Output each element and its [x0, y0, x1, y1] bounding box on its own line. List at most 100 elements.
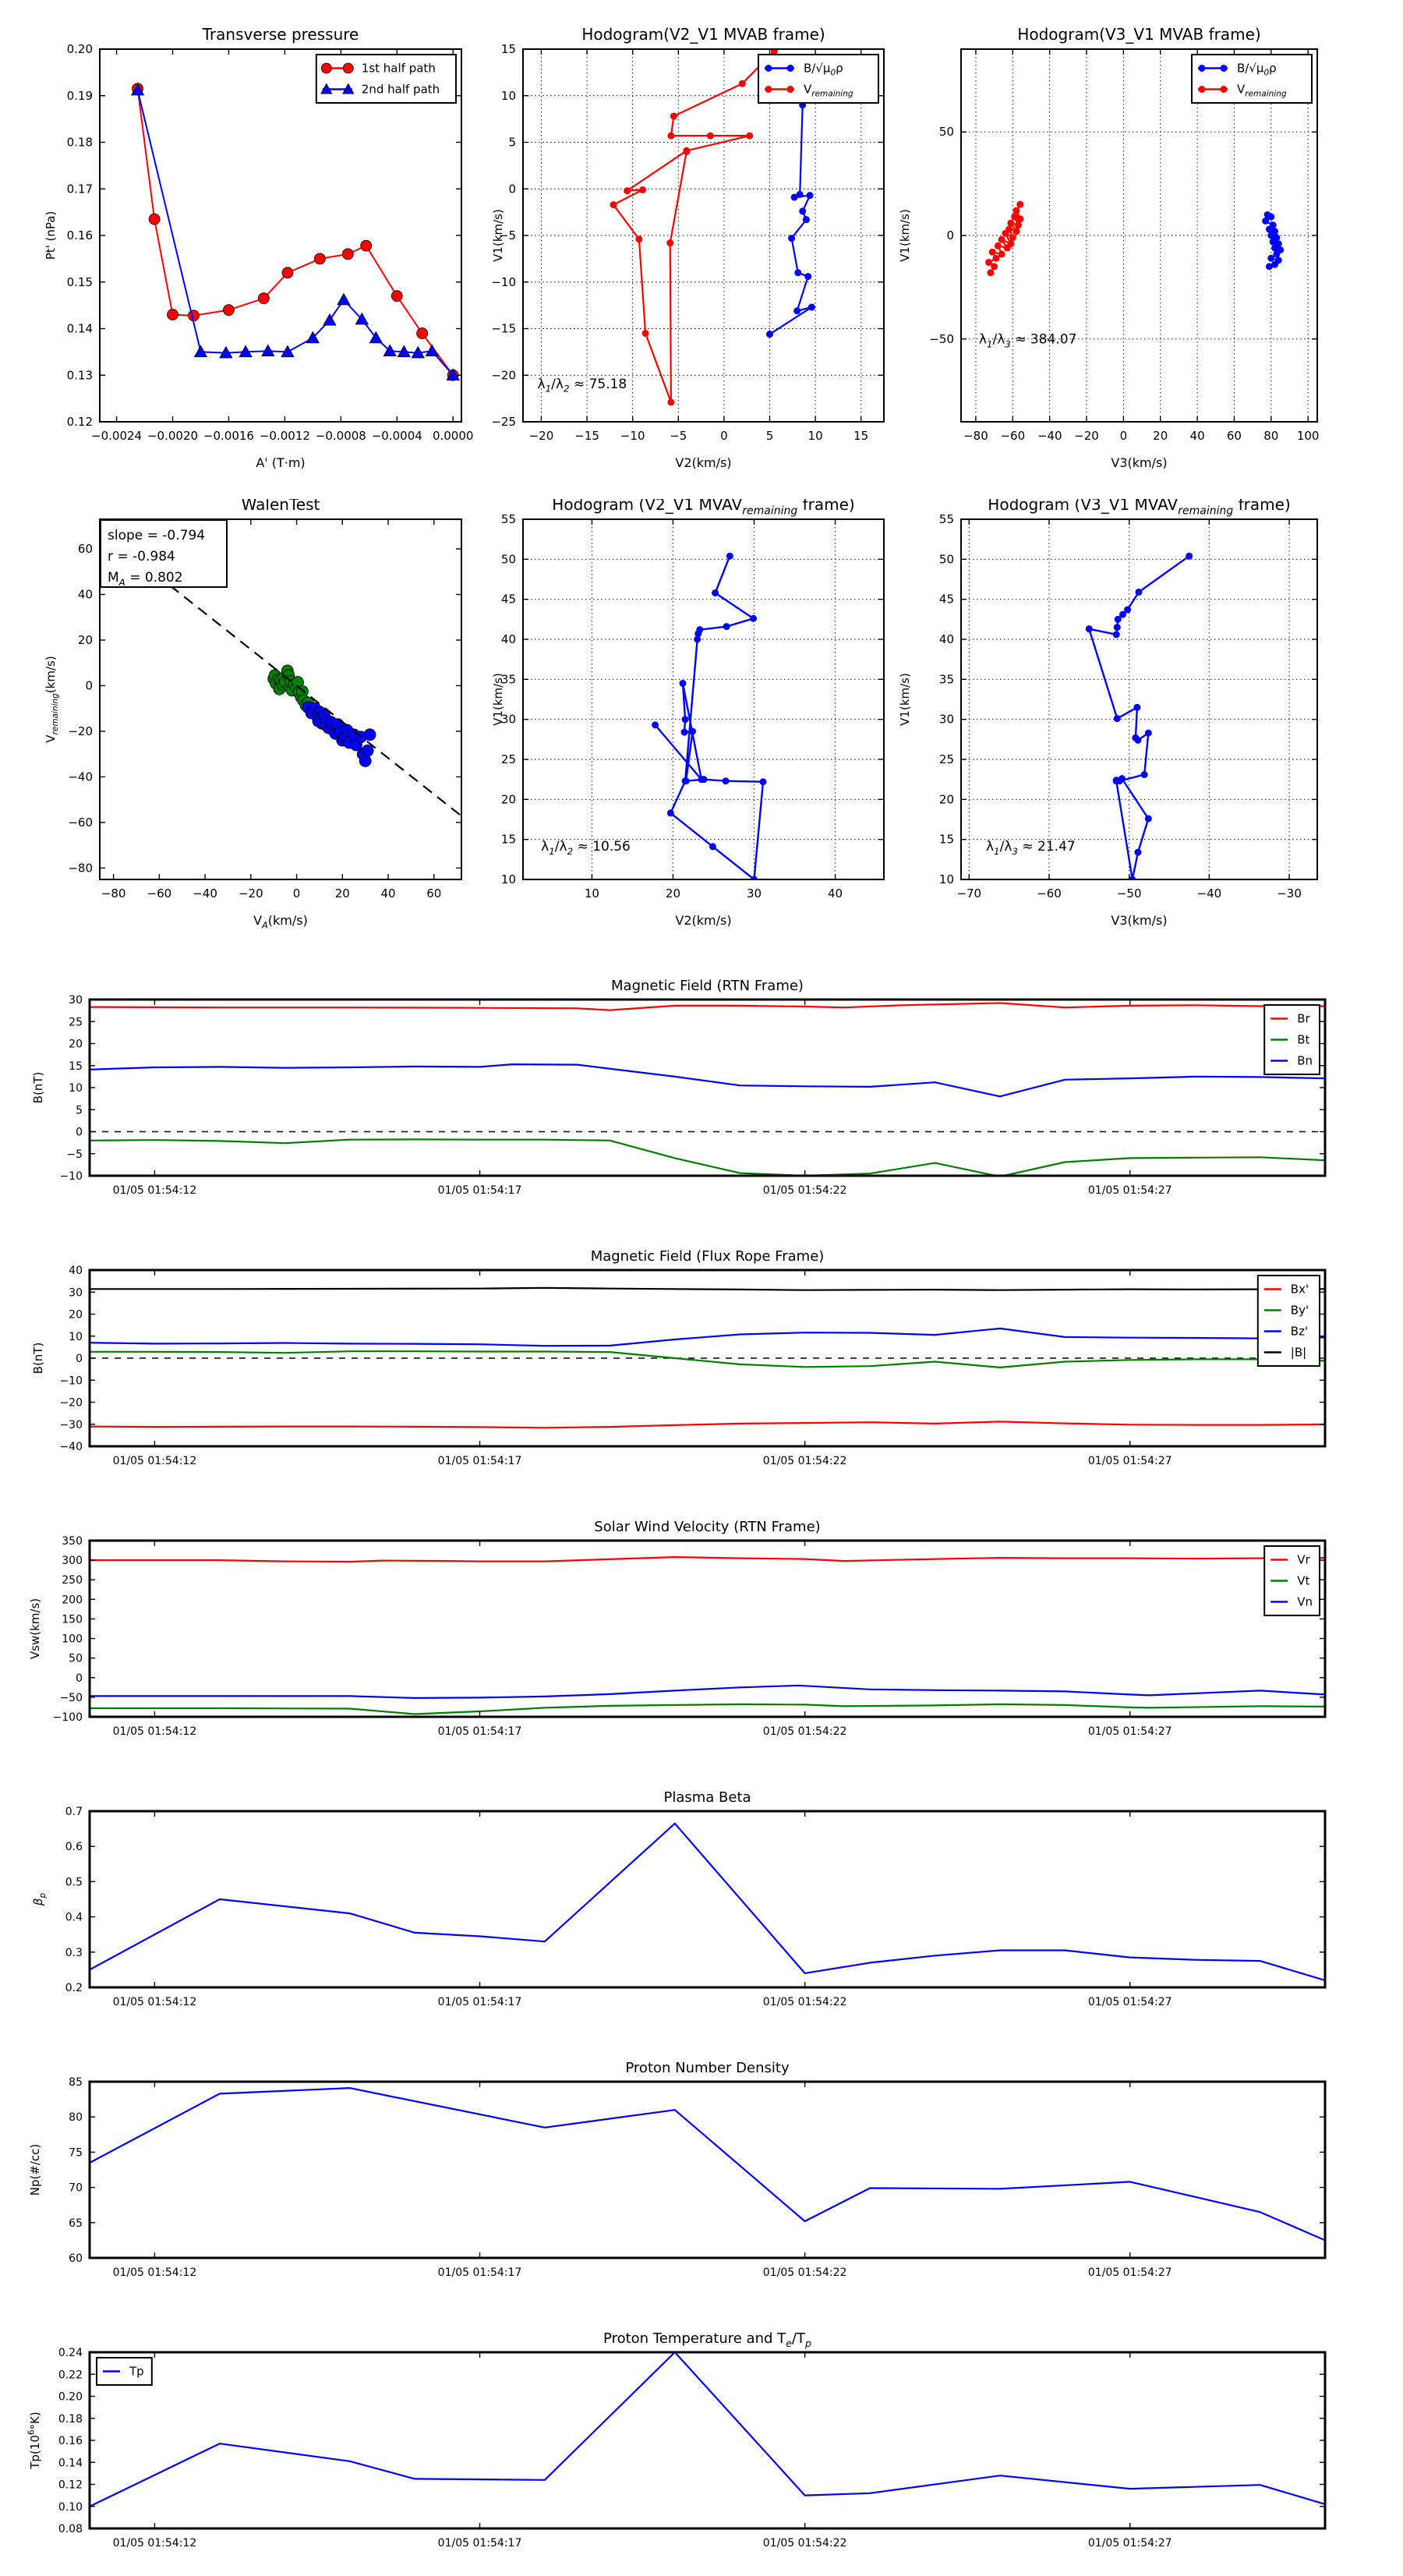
y-tick-label: 25 [501, 752, 516, 766]
x-tick-label: 80 [1263, 429, 1278, 443]
chart-title: Proton Temperature and Te/Tp [603, 2330, 811, 2349]
y-tick-label: 20 [939, 792, 954, 806]
legend-label: Bz' [1291, 1325, 1308, 1339]
series-group [90, 1822, 1325, 1982]
y-tick-label: 50 [939, 125, 954, 139]
y-tick-label: 100 [62, 1633, 83, 1646]
b_fluxrope-plot: 01/05 01:54:12 01/05 01:54:17 01/05 01:54:… [31, 1248, 1327, 1467]
x-tick-label: 01/05 01:54:27 [1088, 1184, 1172, 1197]
legend-label: Bn [1297, 1054, 1313, 1068]
x-tick-label: −0.0024 [91, 429, 142, 443]
x-tick-label: −40 [1037, 429, 1062, 443]
y-axis-label: V1(km/s) [491, 209, 505, 262]
y-tick-label: 15 [501, 833, 516, 847]
x-tick-label: 5 [766, 429, 774, 443]
series-by- [90, 1350, 1325, 1368]
x-tick-label: −0.0020 [147, 429, 198, 443]
y-tick-label: 60 [78, 542, 93, 556]
chart-title: Magnetic Field (RTN Frame) [611, 978, 804, 994]
y-tick-label: 0.6 [65, 1841, 83, 1853]
b_rtn-plot: 01/05 01:54:12 01/05 01:54:17 01/05 01:54:… [31, 978, 1327, 1197]
series-group [90, 1555, 1325, 1715]
tick-labels: −80 −60 −40 −20 0 20 40 60 −80 −60 −40 −20 0 20 40 60 [68, 542, 441, 901]
y-tick-label: −5 [66, 1148, 83, 1161]
series-bt [90, 1138, 1325, 1176]
y-tick-label: 0.20 [67, 42, 93, 56]
legend: 1st half path 2nd half path [315, 54, 457, 104]
y-tick-label: 30 [69, 994, 83, 1007]
series-vt [90, 1703, 1325, 1715]
x-tick-label: 0 [293, 886, 301, 901]
x-tick-label: 01/05 01:54:17 [438, 1996, 522, 2008]
x-tick-label: 01/05 01:54:12 [113, 2537, 197, 2549]
y-tick-label: 40 [501, 632, 516, 646]
y-tick-label: 55 [501, 512, 516, 526]
chart-hodogram-v3v1-mvab: −80 −60 −40 −20 0 20 40 60 80 100 −50 0 50 Hodogram(V… [896, 14, 1356, 494]
chart-plasma-beta: 01/05 01:54:12 01/05 01:54:17 01/05 01:54:… [16, 1778, 1387, 2035]
y-tick-label: 300 [62, 1555, 83, 1567]
legend-label: Vn [1297, 1595, 1313, 1609]
chart-tp: 01/05 01:54:12 01/05 01:54:17 01/05 01:54:… [16, 2319, 1387, 2576]
ticks [90, 1269, 1325, 1447]
y-tick-label: 0.2 [65, 1982, 83, 1994]
y-tick-label: 40 [69, 1265, 83, 1277]
series-vr [90, 1555, 1325, 1563]
y-tick-label: 20 [501, 792, 516, 806]
series-v-hodogram [652, 552, 767, 879]
plot-frame [88, 1539, 1327, 1718]
y-tick-label: −10 [59, 1170, 83, 1183]
y-tick-label: 35 [939, 672, 954, 686]
y-axis-label: βp [31, 1893, 48, 1907]
series-group [1085, 552, 1193, 879]
plot-frame [99, 518, 462, 880]
grid [961, 49, 1317, 422]
y-tick-label: 20 [69, 1039, 83, 1051]
y-tick-label: −25 [491, 415, 516, 429]
legend-label: Tp [129, 2365, 144, 2379]
y-axis-label: B(nT) [31, 1343, 45, 1375]
y-tick-label: 0.12 [67, 415, 93, 429]
y-tick-label: 0.4 [65, 1912, 83, 1924]
tick-labels: 01/05 01:54:12 01/05 01:54:17 01/05 01:54:… [65, 1806, 1172, 2008]
ticks [523, 48, 884, 423]
y-tick-label: 15 [939, 833, 954, 847]
series-group [90, 2352, 1325, 2507]
y-tick-label: 10 [69, 1082, 83, 1095]
y-tick-label: 5 [76, 1104, 83, 1116]
x-tick-label: 15 [853, 429, 868, 443]
x-tick-label: 01/05 01:54:12 [113, 1184, 197, 1197]
chart-hodogram-v2v1-mvab: −20 −15 −10 −5 0 5 10 15 −25 −20 −15 −10 −5 0 5 10 15 Hod… [491, 14, 928, 494]
y-tick-label: 45 [501, 593, 516, 607]
x-tick-label: 01/05 01:54:22 [763, 2537, 847, 2549]
y-tick-label: 0.22 [58, 2369, 83, 2381]
y-tick-label: 0.13 [67, 368, 93, 382]
y-tick-label: 0.24 [58, 2347, 83, 2359]
x-tick-label: 01/05 01:54:17 [438, 2537, 522, 2549]
series-group [90, 2086, 1325, 2242]
x-tick-label: 20 [1153, 429, 1168, 443]
y-tick-label: 30 [939, 713, 954, 727]
y-tick-label: −10 [491, 275, 516, 289]
legend: Tp [96, 2357, 153, 2386]
x-axis-label: V3(km/s) [1111, 913, 1167, 928]
plot-frame [960, 518, 1318, 880]
grid [523, 519, 884, 879]
x-tick-label: −60 [1000, 429, 1025, 443]
x-tick-label: 10 [808, 429, 823, 443]
x-axis-label: V3(km/s) [1111, 455, 1167, 470]
legend-label: By' [1291, 1304, 1309, 1318]
x-tick-label: 0 [1120, 429, 1128, 443]
y-tick-label: 40 [939, 632, 954, 646]
y-axis-label: Vremaining(km/s) [44, 656, 60, 742]
x-tick-label: 60 [1227, 429, 1242, 443]
y-tick-label: −40 [68, 770, 93, 784]
y-tick-label: 0.10 [58, 2501, 83, 2514]
y-axis-label: V1(km/s) [491, 673, 505, 726]
walen_test-plot: −80 −60 −40 −20 0 20 40 60 −80 −60 −40 −20 0 20 40 60 Wa… [44, 495, 462, 930]
x-tick-label: 60 [426, 886, 441, 901]
x-tick-label: 01/05 01:54:22 [763, 1725, 847, 1738]
y-tick-label: −50 [59, 1692, 83, 1704]
chart-b-fluxrope: 01/05 01:54:12 01/05 01:54:17 01/05 01:54:… [16, 1237, 1387, 1494]
y-tick-label: 250 [62, 1574, 83, 1587]
chart-title: Solar Wind Velocity (RTN Frame) [594, 1519, 820, 1535]
